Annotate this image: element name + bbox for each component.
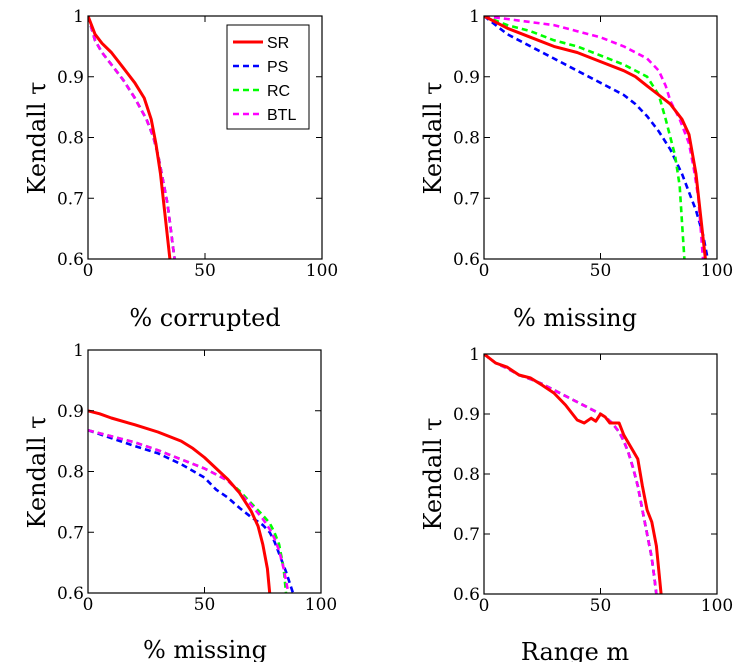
- legend-entry-rc: RC: [267, 83, 290, 100]
- y-tick-label: 0.6: [453, 585, 480, 605]
- x-tick-label: 0: [83, 595, 94, 615]
- y-tick-label: 0.6: [453, 250, 480, 270]
- series-line-rc: [484, 354, 658, 594]
- y-tick-label: 0.9: [453, 68, 480, 88]
- y-tick-label: 0.9: [453, 405, 480, 425]
- x-tick-label: 50: [194, 595, 216, 615]
- series-line-btl: [88, 16, 176, 259]
- series-line-sr: [484, 354, 663, 594]
- series-line-btl: [484, 16, 705, 259]
- x-tick-label: 50: [194, 261, 216, 281]
- series-line-rc: [88, 16, 176, 259]
- series-line-btl: [88, 428, 290, 593]
- x-tick-label: 100: [701, 261, 733, 281]
- y-axis-label: Kendall τ: [419, 82, 447, 195]
- x-axis-label: % missing: [513, 304, 637, 332]
- y-tick-label: 1: [73, 7, 84, 27]
- y-tick-label: 0.9: [57, 402, 84, 422]
- x-tick-label: 100: [701, 596, 733, 616]
- y-tick-label: 0.8: [57, 129, 84, 149]
- x-tick-label: 100: [306, 261, 338, 281]
- y-tick-label: 1: [73, 341, 84, 361]
- x-tick-label: 100: [305, 595, 337, 615]
- x-tick-label: 50: [590, 261, 612, 281]
- y-tick-label: 0.9: [57, 68, 84, 88]
- x-axis-label: Range m: [521, 638, 630, 662]
- chart-panel-1: 0 50 100 0.6 0.7 0.8 0.9 1 % corrupted Kendall τ S…: [23, 7, 338, 332]
- x-tick-label: 0: [479, 596, 490, 616]
- chart-panel-2: 0 50 100 0.6 0.7 0.8 0.9 1 % missing Kendall τ: [419, 7, 733, 332]
- y-tick-label: 0.7: [57, 523, 84, 543]
- axes-box: [87, 349, 322, 594]
- x-tick-label: 0: [479, 261, 490, 281]
- legend-entry-btl: BTL: [267, 107, 296, 124]
- legend-entry-ps: PS: [267, 59, 288, 76]
- chart-panel-3: 0 50 100 0.6 0.7 0.8 0.9 1 % missing Kendall τ: [23, 341, 337, 664]
- series-line-sr: [88, 16, 172, 259]
- y-tick-label: 0.7: [57, 189, 84, 209]
- y-tick-label: 0.8: [57, 463, 84, 483]
- x-tick-label: 50: [590, 596, 612, 616]
- y-tick-label: 0.7: [453, 189, 480, 209]
- y-tick-label: 0.6: [57, 250, 84, 270]
- legend-entry-sr: SR: [267, 35, 289, 52]
- y-tick-label: 0.7: [453, 525, 480, 545]
- chart-panel-4: 0 50 100 0.6 0.7 0.8 0.9 1 Range m Kendall τ: [419, 345, 733, 666]
- series-line-btl: [484, 354, 658, 594]
- y-tick-label: 0.8: [453, 465, 480, 485]
- legend: SR PS RC BTL: [226, 24, 310, 130]
- y-tick-label: 1: [469, 7, 480, 27]
- series-line-rc: [484, 16, 686, 259]
- x-tick-label: 0: [83, 261, 94, 281]
- x-axis-label: % corrupted: [129, 304, 280, 332]
- y-tick-label: 1: [469, 345, 480, 365]
- series-line-ps: [88, 16, 176, 259]
- y-axis-label: Kendall τ: [419, 418, 447, 531]
- series-line-ps: [484, 16, 709, 259]
- y-tick-label: 0.6: [57, 584, 84, 604]
- series-line-ps: [88, 428, 295, 593]
- y-axis-label: Kendall τ: [23, 82, 51, 195]
- series-line-sr: [88, 409, 272, 593]
- y-axis-label: Kendall τ: [23, 416, 51, 529]
- series-line-sr: [484, 16, 707, 259]
- axes-box: [483, 353, 718, 595]
- axes-box: [483, 15, 718, 260]
- x-axis-label: % missing: [143, 636, 267, 662]
- series-line-ps: [484, 354, 658, 594]
- y-tick-label: 0.8: [453, 129, 480, 149]
